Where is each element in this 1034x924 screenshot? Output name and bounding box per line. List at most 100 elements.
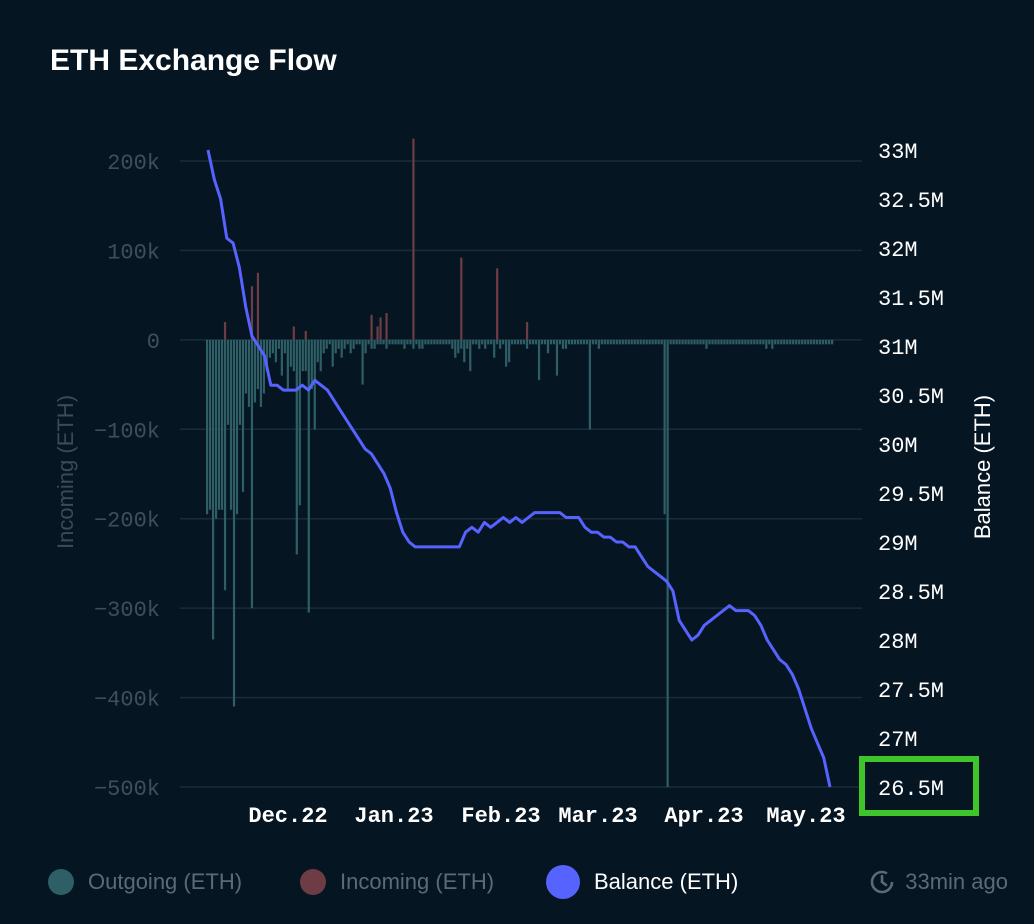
outgoing-bar (394, 339, 397, 345)
x-axis: Dec.22 Jan.23 Feb.23 Mar.23 Apr.23 May.23 (248, 804, 845, 829)
outgoing-bar (630, 339, 633, 345)
outgoing-bar (247, 339, 251, 407)
outgoing-bar (666, 339, 669, 787)
outgoing-bar (603, 339, 606, 345)
outgoing-bar (702, 339, 705, 345)
left-axis: 200k 100k 0 −100k −200k −300k −400k −500k (94, 151, 160, 802)
outgoing-bar (265, 339, 269, 372)
outgoing-bar (472, 339, 475, 345)
outgoing-bar (517, 339, 520, 345)
outgoing-bar (505, 339, 508, 367)
outgoing-bar (208, 339, 212, 510)
outgoing-bar (337, 339, 340, 349)
outgoing-bar (349, 339, 352, 354)
incoming-bar (496, 268, 499, 340)
outgoing-bar (256, 339, 260, 390)
outgoing-bar (714, 339, 717, 345)
outgoing-bar (723, 339, 726, 345)
outgoing-bar (573, 339, 577, 345)
outgoing-bar (672, 339, 675, 345)
outgoing-bar (286, 339, 289, 390)
outgoing-bar (457, 339, 460, 354)
outgoing-bar (358, 339, 361, 345)
outgoing-bar (786, 339, 789, 345)
outgoing-bar (502, 339, 505, 345)
outgoing-bar (442, 339, 445, 345)
outgoing-bar (214, 339, 218, 519)
incoming-bar (250, 286, 254, 340)
x-tick-label: Mar.23 (558, 804, 637, 829)
outgoing-bar (436, 339, 439, 345)
outgoing-bar (310, 339, 313, 390)
outgoing-bar (301, 339, 304, 372)
outgoing-bar (229, 339, 233, 510)
incoming-bar (376, 326, 379, 340)
outgoing-bar (340, 339, 343, 358)
right-tick-label: 30.5M (878, 385, 944, 410)
outgoing-bar (280, 339, 283, 376)
outgoing-bar (379, 339, 382, 345)
outgoing-bar (801, 339, 804, 345)
outgoing-bar (669, 339, 672, 345)
outgoing-bar (561, 339, 565, 349)
outgoing-bar (738, 339, 741, 345)
legend-item-outgoing[interactable]: Outgoing (ETH) (48, 862, 242, 902)
outgoing-bar (753, 339, 756, 345)
balance-line (206, 149, 832, 788)
outgoing-bar (777, 339, 780, 345)
outgoing-bar (696, 339, 699, 345)
outgoing-bar (543, 339, 547, 345)
outgoing-bar (567, 339, 571, 345)
outgoing-bar (274, 339, 277, 363)
legend: Outgoing (ETH) Incoming (ETH) Balance (E… (48, 862, 1008, 902)
right-tick-label: 29.5M (878, 483, 944, 508)
highlight-box (859, 756, 979, 816)
outgoing-bar (499, 339, 502, 349)
left-tick-label: −100k (94, 419, 160, 444)
outgoing-bar (726, 339, 729, 345)
outgoing-bar (289, 339, 292, 367)
outgoing-bar (735, 339, 738, 345)
outgoing-bar (588, 339, 591, 430)
outgoing-bar (660, 339, 663, 345)
right-tick-label: 26.5M (878, 777, 944, 802)
outgoing-bar (427, 339, 430, 345)
incoming-bar (304, 330, 307, 340)
outgoing-bar (319, 339, 322, 372)
outgoing-bar (373, 339, 376, 349)
left-tick-label: −500k (94, 777, 160, 802)
outgoing-bar (475, 339, 478, 345)
outgoing-bar (687, 339, 690, 345)
incoming-bar (256, 272, 260, 340)
outgoing-bar (397, 339, 400, 345)
incoming-bar (223, 321, 227, 340)
outgoing-bar (206, 339, 209, 515)
outgoing-bar (514, 339, 517, 345)
outgoing-bar (421, 339, 424, 349)
outgoing-bar (822, 339, 825, 345)
outgoing-bar (732, 339, 735, 345)
y-axis-label-right: Balance (ETH) (970, 395, 995, 539)
outgoing-bar (478, 339, 481, 349)
outgoing-bar (606, 339, 609, 345)
outgoing-bar (412, 339, 415, 349)
outgoing-bar (693, 339, 696, 345)
outgoing-bar (828, 339, 831, 345)
outgoing-bar (220, 339, 224, 510)
outgoing-bar (528, 339, 532, 345)
left-tick-label: 0 (147, 330, 160, 355)
outgoing-bar (355, 339, 358, 345)
legend-item-balance[interactable]: Balance (ETH) (546, 862, 738, 902)
outgoing-bar (555, 339, 559, 376)
outgoing-bar (831, 339, 834, 345)
incoming-bar (379, 317, 382, 340)
outgoing-bar (594, 339, 597, 345)
outgoing-bar (466, 339, 469, 349)
outgoing-bar (633, 339, 636, 345)
outgoing-bar (451, 339, 454, 349)
outgoing-bar (232, 339, 236, 707)
outgoing-bar (496, 339, 499, 345)
legend-item-incoming[interactable]: Incoming (ETH) (300, 862, 494, 902)
outgoing-bar (627, 339, 630, 345)
outgoing-bar (352, 339, 355, 349)
